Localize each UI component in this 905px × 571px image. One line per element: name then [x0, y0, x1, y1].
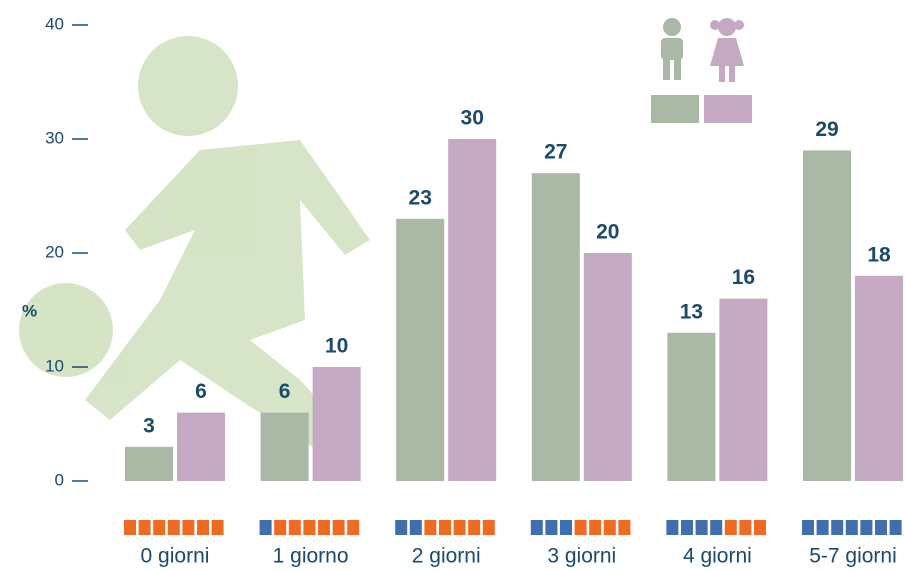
bar: [803, 150, 851, 481]
y-tick-label: 40: [45, 14, 64, 33]
value-label: 13: [680, 300, 703, 323]
legend-icons: [651, 18, 752, 123]
value-label: 27: [544, 141, 567, 164]
x-tick-label: 0 giorni: [141, 545, 210, 568]
value-label: 20: [596, 221, 619, 244]
day-square: [182, 520, 194, 535]
day-square: [860, 520, 872, 535]
day-square: [260, 520, 272, 535]
x-tick-label: 3 giorni: [547, 545, 616, 568]
day-square: [846, 520, 858, 535]
day-square: [618, 520, 630, 535]
bar: [584, 253, 632, 481]
day-square: [560, 520, 572, 535]
bar: [177, 413, 225, 481]
day-square: [274, 520, 286, 535]
day-square: [875, 520, 887, 535]
day-square: [318, 520, 330, 535]
value-label: 18: [867, 243, 891, 266]
value-label: 30: [461, 107, 484, 130]
bar: [532, 173, 580, 481]
x-tick-label: 4 giorni: [683, 545, 752, 568]
day-square: [817, 520, 829, 535]
day-square: [212, 520, 224, 535]
y-axis-label: %: [22, 301, 37, 320]
day-square: [289, 520, 301, 535]
day-square: [604, 520, 616, 535]
day-square: [666, 520, 678, 535]
y-tick-label: 30: [45, 128, 64, 147]
day-square: [831, 520, 843, 535]
x-tick-label: 5-7 giorni: [809, 545, 897, 568]
day-square: [347, 520, 359, 535]
day-square: [454, 520, 466, 535]
bar: [855, 276, 903, 481]
value-label: 10: [325, 335, 348, 358]
day-square: [333, 520, 345, 535]
day-square: [153, 520, 165, 535]
value-label: 6: [279, 380, 291, 403]
day-square: [696, 520, 708, 535]
day-square: [468, 520, 480, 535]
bar: [719, 299, 767, 481]
day-square: [424, 520, 436, 535]
day-square: [303, 520, 315, 535]
day-square: [754, 520, 766, 535]
y-tick-label: 20: [45, 242, 64, 261]
day-square: [168, 520, 180, 535]
day-square: [531, 520, 543, 535]
y-tick-label: 0: [55, 470, 64, 489]
x-tick-label: 1 giorno: [273, 545, 349, 568]
bar: [261, 413, 309, 481]
day-square: [197, 520, 209, 535]
day-square: [589, 520, 601, 535]
day-square: [439, 520, 451, 535]
day-square: [139, 520, 151, 535]
day-square: [395, 520, 407, 535]
day-square: [802, 520, 814, 535]
value-label: 3: [143, 414, 155, 437]
bar: [396, 219, 444, 481]
day-square: [410, 520, 422, 535]
day-square: [739, 520, 751, 535]
chart: % 0 10 20 30 40 0 giorni 3 6 1 giorno 6 10 2 giorni…: [0, 0, 905, 571]
day-square: [725, 520, 737, 535]
day-square: [575, 520, 587, 535]
day-square: [124, 520, 136, 535]
x-tick-label: 2 giorni: [412, 545, 481, 568]
day-square: [681, 520, 693, 535]
day-square: [710, 520, 722, 535]
value-label: 6: [195, 380, 207, 403]
value-label: 23: [409, 186, 432, 209]
value-label: 16: [732, 266, 755, 289]
bar: [125, 447, 173, 481]
day-square: [545, 520, 557, 535]
y-tick-label: 10: [45, 356, 64, 375]
bar: [448, 139, 496, 481]
bar: [667, 333, 715, 481]
bar: [313, 367, 361, 481]
day-square: [890, 520, 902, 535]
value-label: 29: [815, 118, 838, 141]
day-square: [483, 520, 495, 535]
